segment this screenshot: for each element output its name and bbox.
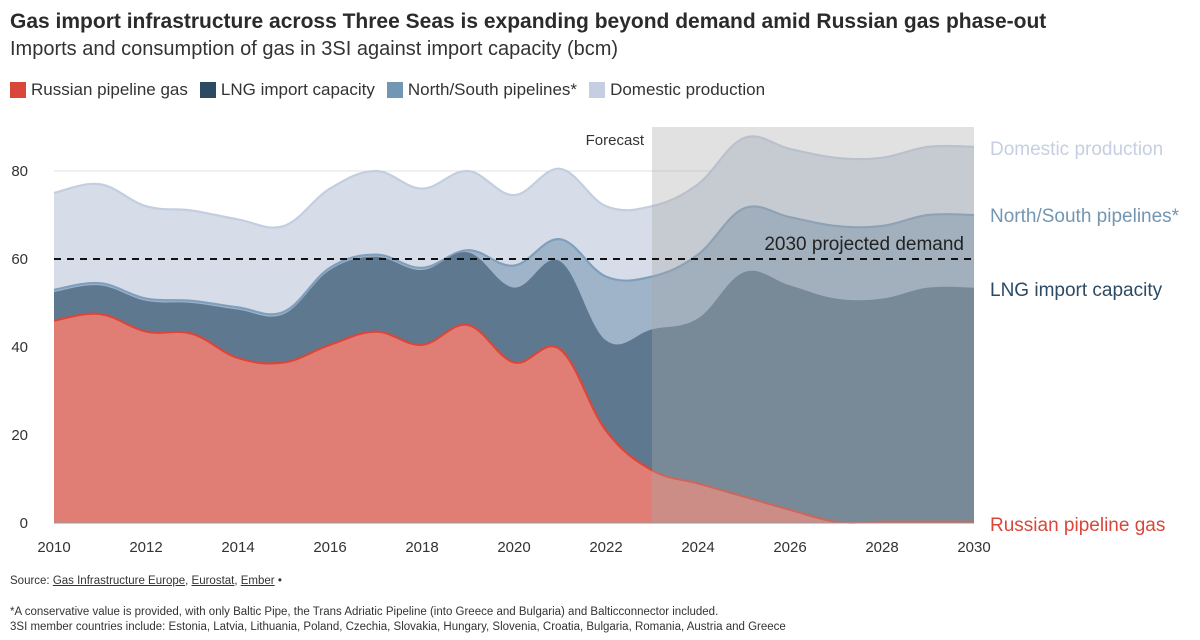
chart-subtitle: Imports and consumption of gas in 3SI ag… xyxy=(10,38,619,60)
y-tick-0: 0 xyxy=(20,515,28,532)
x-tick-2030: 2030 xyxy=(957,539,990,556)
demand-line-label: 2030 projected demand xyxy=(764,234,964,255)
line-north-south-pipelines xyxy=(53,205,975,316)
end-label-domestic-production: Domestic production xyxy=(990,139,1163,160)
source-sep-1: , xyxy=(185,575,192,587)
legend-label-russian: Russian pipeline gas xyxy=(31,80,188,99)
chart-title: Gas import infrastructure across Three S… xyxy=(10,10,1047,33)
forecast-label: Forecast xyxy=(586,132,645,149)
source-link-ember[interactable]: Ember xyxy=(240,575,275,587)
source-link-eurostat[interactable]: Eurostat xyxy=(191,575,235,587)
x-tick-2018: 2018 xyxy=(405,539,438,556)
x-tick-2012: 2012 xyxy=(129,539,162,556)
legend-item-lng: LNG import capacity xyxy=(199,80,375,100)
legend-label-domestic: Domestic production xyxy=(610,80,766,99)
source-sep-2: , xyxy=(234,575,241,587)
line-russian-pipeline-gas xyxy=(53,312,974,524)
source-line: Source: Gas Infrastructure Europe, Euros… xyxy=(10,575,282,587)
x-tick-2022: 2022 xyxy=(589,539,622,556)
y-tick-60: 60 xyxy=(11,251,28,268)
footnote-members: 3SI member countries include: Estonia, L… xyxy=(10,621,786,633)
legend-item-domestic: Domestic production xyxy=(589,80,765,100)
area-russian-pipeline-gas xyxy=(54,313,974,523)
y-tick-20: 20 xyxy=(11,427,28,444)
y-tick-40: 40 xyxy=(11,339,28,356)
x-tick-2016: 2016 xyxy=(313,539,346,556)
legend-swatch-lng xyxy=(199,82,216,98)
x-tick-2024: 2024 xyxy=(681,539,714,556)
source-link-gie[interactable]: Gas Infrastructure Europe xyxy=(52,575,186,587)
forecast-band xyxy=(652,127,974,523)
legend-label-lng: LNG import capacity xyxy=(220,80,375,99)
end-label-russian-pipeline-gas: Russian pipeline gas xyxy=(990,515,1165,536)
legend: Russian pipeline gas LNG import capacity… xyxy=(10,80,765,100)
x-tick-2014: 2014 xyxy=(221,539,254,556)
footnote-pipelines: *A conservative value is provided, with … xyxy=(10,606,719,618)
line-domestic-production xyxy=(53,135,975,229)
x-tick-2020: 2020 xyxy=(497,539,530,556)
x-tick-2026: 2026 xyxy=(773,539,806,556)
end-label-north-south-pipelines: North/South pipelines* xyxy=(990,206,1180,227)
legend-swatch-north-south xyxy=(386,82,403,98)
legend-item-russian: Russian pipeline gas xyxy=(10,80,188,100)
legend-swatch-domestic xyxy=(589,82,606,98)
x-tick-2028: 2028 xyxy=(865,539,898,556)
source-prefix: Source: xyxy=(10,575,53,587)
source-suffix: • xyxy=(274,575,282,587)
x-tick-2010: 2010 xyxy=(37,539,70,556)
legend-item-north-south: North/South pipelines* xyxy=(386,80,578,100)
end-label-lng-import-capacity: LNG import capacity xyxy=(990,280,1163,301)
y-tick-80: 80 xyxy=(11,163,28,180)
legend-swatch-russian xyxy=(10,82,26,98)
legend-label-north-south: North/South pipelines* xyxy=(407,80,578,99)
